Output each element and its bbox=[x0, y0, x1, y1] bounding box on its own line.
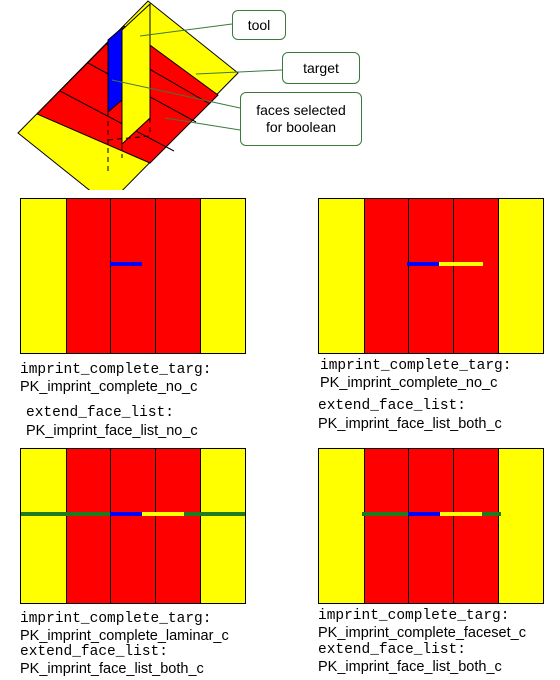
panel-4 bbox=[318, 448, 544, 604]
imprint-edge-yellow bbox=[440, 512, 482, 516]
imprint-edge-green bbox=[362, 512, 408, 516]
faces-callout-line2: for boolean bbox=[265, 119, 337, 135]
panel-2-label1: imprint_complete_targ: bbox=[320, 358, 512, 374]
panel-2-value1: PK_imprint_complete_no_c bbox=[320, 375, 498, 391]
red-faces bbox=[66, 449, 201, 603]
isometric-illustration bbox=[17, 0, 283, 190]
panel-2-label2: extend_face_list: bbox=[318, 398, 466, 414]
panel-3-label1: imprint_complete_targ: bbox=[20, 611, 212, 627]
panel-1-value1: PK_imprint_complete_no_c bbox=[20, 379, 198, 395]
imprint-edge-blue bbox=[110, 512, 142, 516]
panel-3 bbox=[20, 448, 246, 604]
imprint-edge-blue bbox=[110, 262, 142, 266]
panel-4-label1: imprint_complete_targ: bbox=[318, 608, 510, 624]
tool-callout-label: tool bbox=[247, 16, 271, 33]
imprint-edge-blue bbox=[408, 512, 440, 516]
panel-3-label2: extend_face_list: bbox=[20, 644, 168, 660]
panel-3-value2: PK_imprint_face_list_both_c bbox=[20, 661, 204, 677]
panel-4-value1: PK_imprint_complete_faceset_c bbox=[318, 625, 526, 641]
red-faces bbox=[364, 199, 499, 353]
panel-3-value1: PK_imprint_complete_laminar_c bbox=[20, 628, 229, 644]
panel-2-value2: PK_imprint_face_list_both_c bbox=[318, 416, 502, 432]
panel-4-label2: extend_face_list: bbox=[318, 642, 466, 658]
imprint-edge-blue bbox=[407, 262, 439, 266]
imprint-edge-green bbox=[184, 512, 245, 516]
panel-4-value2: PK_imprint_face_list_both_c bbox=[318, 659, 502, 675]
tool-callout: tool bbox=[232, 10, 286, 40]
panel-1-label1: imprint_complete_targ: bbox=[20, 362, 212, 378]
panel-1 bbox=[20, 198, 246, 354]
panel-2 bbox=[318, 198, 544, 354]
faces-callout: faces selected for boolean bbox=[240, 92, 362, 146]
red-faces bbox=[364, 449, 499, 603]
target-callout-label: target bbox=[303, 59, 339, 76]
imprint-edge-yellow bbox=[439, 262, 483, 266]
target-callout: target bbox=[282, 52, 360, 84]
panel-1-label2: extend_face_list: bbox=[26, 405, 174, 421]
faces-callout-line1: faces selected bbox=[256, 102, 346, 118]
red-faces bbox=[66, 199, 201, 353]
panel-1-value2: PK_imprint_face_list_no_c bbox=[26, 423, 198, 439]
imprint-edge-green bbox=[482, 512, 501, 516]
imprint-edge-yellow bbox=[142, 512, 184, 516]
tool-plate-blue bbox=[107, 26, 123, 114]
imprint-edge-green bbox=[21, 512, 110, 516]
